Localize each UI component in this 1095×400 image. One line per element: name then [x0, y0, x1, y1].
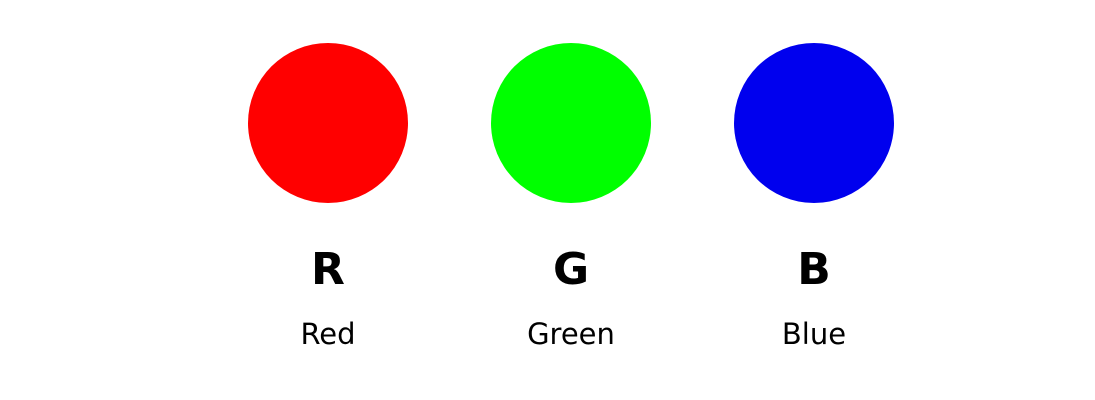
swatch-red: R Red — [248, 0, 408, 400]
red-label: Red — [300, 317, 356, 351]
swatch-green: G Green — [491, 0, 651, 400]
green-label: Green — [527, 317, 615, 351]
blue-circle — [734, 43, 894, 203]
blue-label: Blue — [781, 317, 847, 351]
red-letter: R — [311, 244, 345, 295]
blue-letter: B — [797, 244, 831, 295]
red-circle — [248, 43, 408, 203]
swatch-blue: B Blue — [734, 0, 894, 400]
green-letter: G — [552, 244, 590, 295]
green-circle — [491, 43, 651, 203]
